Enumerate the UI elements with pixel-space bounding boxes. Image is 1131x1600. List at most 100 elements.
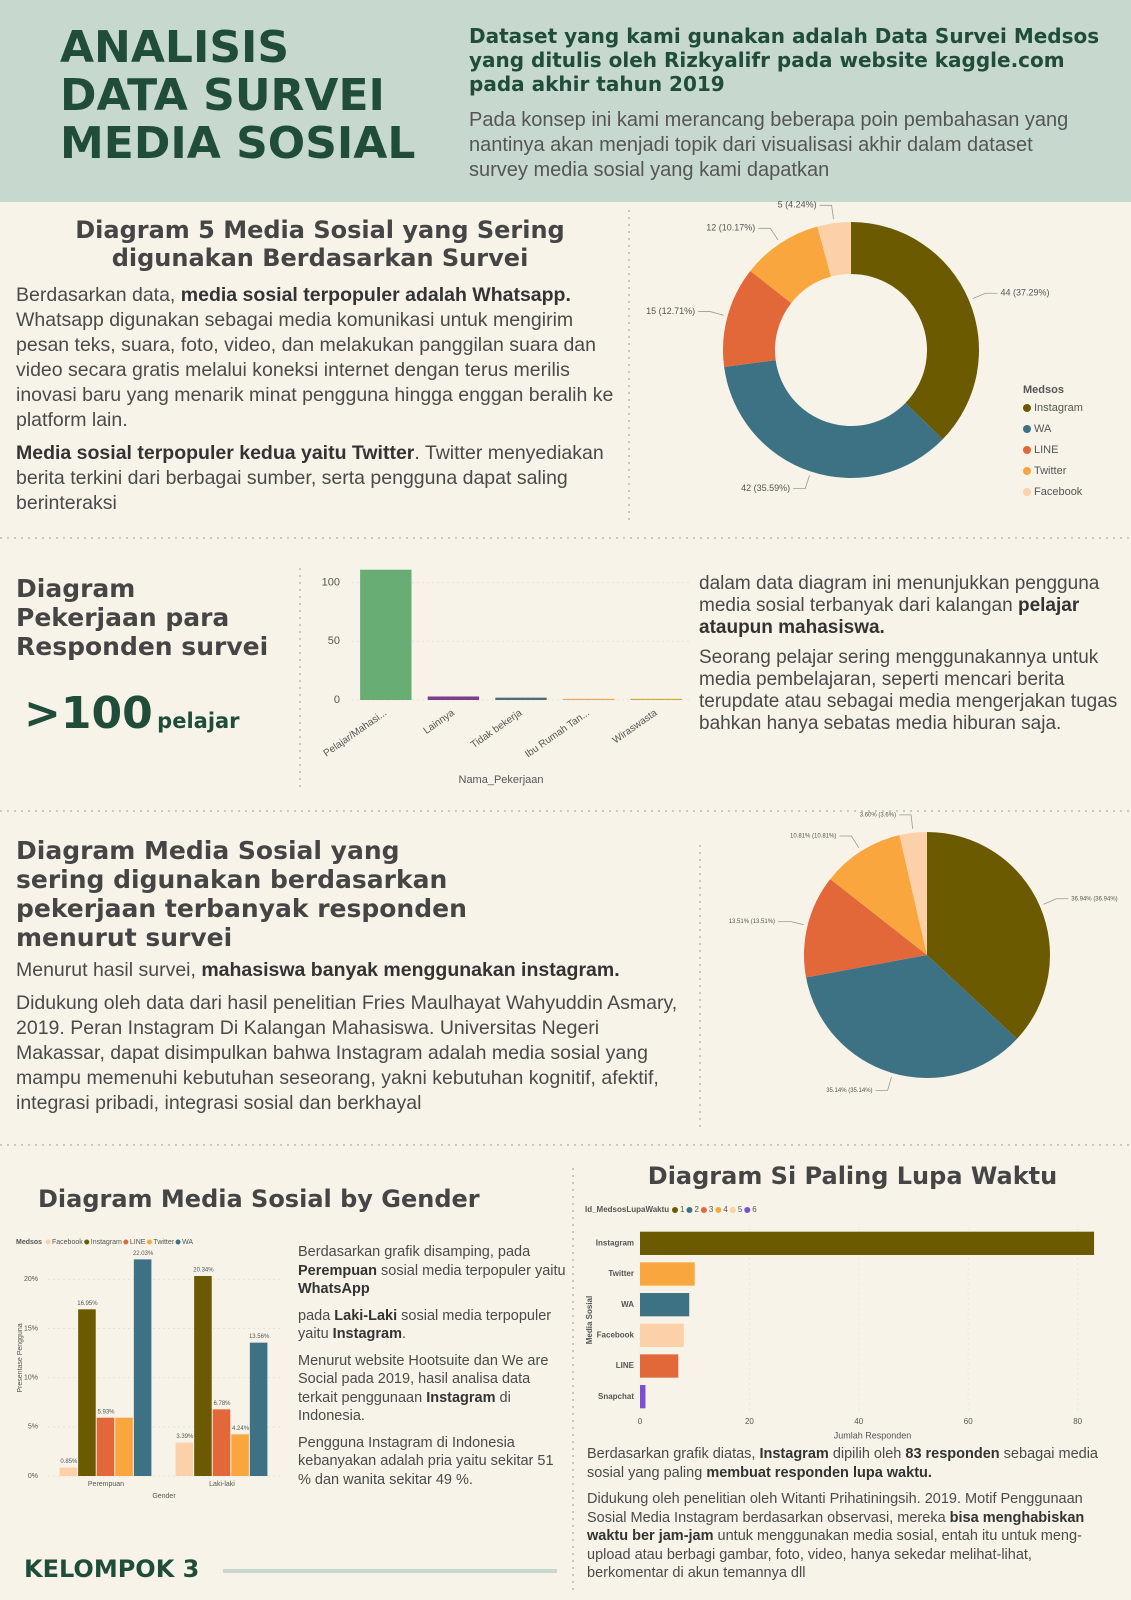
bar	[495, 697, 547, 700]
legend-label: LINE	[1034, 444, 1058, 456]
x-tick-label: 80	[1073, 1417, 1082, 1426]
legend-label: Facebook	[1034, 486, 1083, 498]
leader-line	[778, 920, 804, 926]
paragraph: Seorang pelajar sering menggunakannya un…	[699, 647, 1119, 735]
leader-line	[839, 835, 860, 849]
bar	[231, 1434, 249, 1476]
text: Berdasarkan grafik diatas,	[587, 1446, 760, 1462]
bold-text: membuat responden lupa waktu.	[706, 1464, 932, 1481]
section-title: Diagram Si Paling Lupa Waktu	[647, 1162, 1058, 1190]
paragraph: Pengguna Instagram di Indonesia kebanyak…	[298, 1434, 570, 1490]
legend-label: 1	[680, 1205, 685, 1214]
x-tick-label: Perempuan	[88, 1481, 124, 1488]
text: sosial media terpopuler yaitu	[376, 1262, 566, 1279]
data-label: 12 (10.17%)	[706, 223, 755, 233]
paragraph: Media sosial terpopuler kedua yaitu Twit…	[16, 441, 626, 516]
legend-swatch	[1023, 467, 1031, 475]
legend-label: Instagram	[91, 1239, 122, 1246]
x-axis-label: Nama_Pekerjaan	[459, 774, 544, 786]
legend-label: 5	[738, 1205, 743, 1214]
section-text: Berdasarkan data, media sosial terpopule…	[16, 283, 626, 524]
y-tick-label: 5%	[28, 1424, 38, 1431]
paragraph: Berdasarkan grafik disamping, pada Perem…	[298, 1243, 570, 1299]
y-tick-label: 100	[322, 577, 340, 589]
section-text: Menurut hasil survei, mahasiswa banyak m…	[16, 958, 691, 1124]
legend-swatch	[146, 1239, 152, 1245]
section-text: Berdasarkan grafik diatas, Instagram dip…	[587, 1445, 1117, 1591]
bar	[194, 1275, 212, 1476]
slice	[927, 832, 1051, 1039]
x-tick-label: 40	[854, 1417, 863, 1426]
legend-swatch	[1023, 446, 1031, 454]
legend-title: Medsos	[1023, 384, 1064, 396]
bar	[562, 698, 615, 700]
bar	[212, 1409, 231, 1476]
bar	[640, 1262, 695, 1286]
text: Berdasarkan grafik disamping, pada	[298, 1244, 531, 1260]
text: Menurut website Hootsuite dan We are Soc…	[298, 1352, 549, 1406]
legend-label: 3	[709, 1205, 714, 1214]
text: dipilih oleh	[828, 1446, 906, 1462]
text: Whatsapp digunakan sebagai media komunik…	[16, 309, 614, 431]
bold-text: WhatsApp	[298, 1281, 370, 1297]
data-label: 35.14% (35.14%)	[826, 1088, 872, 1094]
slice	[803, 879, 927, 978]
bold-text: 83 responden	[905, 1446, 1000, 1462]
text: Berdasarkan data,	[16, 284, 181, 306]
y-tick-label: LINE	[616, 1361, 635, 1370]
leader-line	[875, 1076, 892, 1091]
title-line: DATA SURVEI	[60, 70, 385, 121]
text: .	[401, 1326, 407, 1342]
section-title: Diagram 5 Media Sosial yang Sering digun…	[75, 216, 565, 272]
y-tick-label: Instagram	[596, 1238, 634, 1247]
y-tick-label: 0	[334, 694, 340, 706]
bar	[630, 698, 682, 700]
bold-text: Instagram	[426, 1389, 496, 1406]
legend-label: Twitter	[1034, 465, 1067, 477]
y-axis-label: Media Sosial	[585, 1296, 594, 1344]
legend-swatch	[672, 1207, 678, 1213]
leader-line	[972, 292, 998, 300]
data-label: 3.60% (3.6%)	[860, 812, 896, 818]
data-label: 6.78%	[213, 1401, 231, 1407]
text: Menurut hasil survei,	[16, 959, 202, 981]
data-label: 4.24%	[232, 1426, 250, 1432]
legend-swatch	[686, 1207, 693, 1213]
highlight: >100 pelajar	[24, 688, 240, 739]
x-tick-label: Pelajar/Mahasi...	[322, 708, 389, 760]
slice	[724, 360, 943, 478]
bar	[133, 1259, 152, 1476]
data-label: 36.94% (36.94%)	[1071, 896, 1117, 902]
x-tick-label: 0	[638, 1417, 643, 1426]
legend-swatch	[84, 1239, 90, 1245]
data-label: 0.85%	[60, 1459, 78, 1465]
legend-swatch	[700, 1207, 707, 1213]
bar	[59, 1467, 78, 1476]
leader-line	[758, 227, 779, 241]
slice	[899, 832, 927, 955]
legend-title: Id_MedsosLupaWaktu	[585, 1205, 669, 1214]
legend-swatch	[1023, 425, 1031, 433]
text: Seorang pelajar sering menggunakannya un…	[699, 647, 1118, 734]
legend-swatch	[123, 1239, 129, 1245]
data-label: 3.39%	[176, 1434, 194, 1440]
paragraph: pada Laki-Laki sosial media terpopuler y…	[298, 1307, 570, 1344]
data-label: 44 (37.29%)	[1001, 288, 1050, 298]
x-tick-label: Tidak bekerja	[469, 707, 525, 750]
data-label: 13.51% (13.51%)	[729, 919, 775, 925]
bar	[640, 1385, 646, 1409]
slice	[806, 955, 1017, 1078]
data-label: 20.34%	[193, 1268, 214, 1274]
text: . Twitter menyediakan berita terkini dar…	[16, 442, 604, 514]
x-tick-label: Lainnya	[422, 707, 457, 736]
text: di Indonesia.	[298, 1389, 511, 1425]
x-tick-label: 20	[745, 1417, 754, 1426]
highlight-unit: pelajar	[157, 709, 240, 733]
y-tick-label: 50	[328, 635, 340, 647]
section-text: Berdasarkan grafik disamping, pada Perem…	[298, 1243, 570, 1497]
text: dalam data diagram ini menunjukkan pengg…	[699, 573, 1100, 616]
bold-text: Instagram	[332, 1326, 402, 1342]
text: Didukung oleh penelitian oleh Witanti Pr…	[587, 1491, 1083, 1526]
legend-title: Medsos	[16, 1239, 42, 1246]
